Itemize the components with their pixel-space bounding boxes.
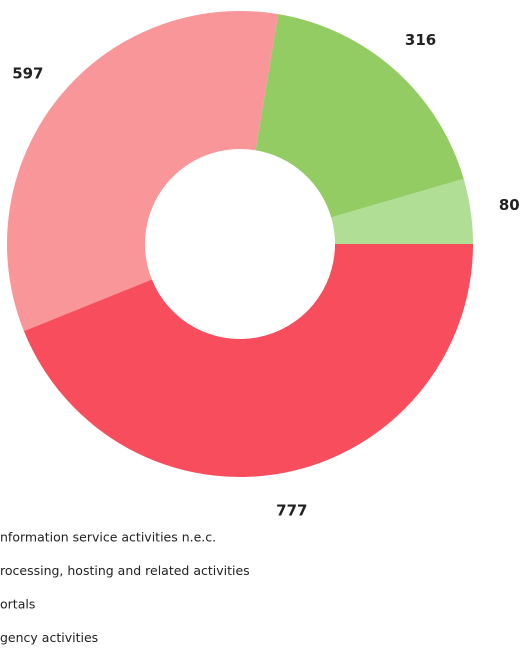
legend-label: rocessing, hosting and related activitie… — [0, 563, 250, 578]
legend-label: gency activities — [0, 630, 98, 645]
legend-label: nformation service activities n.e.c. — [0, 530, 216, 545]
value-label: 597 — [12, 64, 43, 82]
value-label: 316 — [405, 31, 436, 49]
donut-slice — [331, 178, 473, 244]
value-label: 777 — [276, 502, 307, 520]
value-label: 80 — [499, 196, 520, 214]
donut-slice — [255, 14, 464, 218]
donut-slice — [7, 10, 279, 332]
legend-label: ortals — [0, 597, 35, 612]
donut-slice — [23, 244, 474, 477]
